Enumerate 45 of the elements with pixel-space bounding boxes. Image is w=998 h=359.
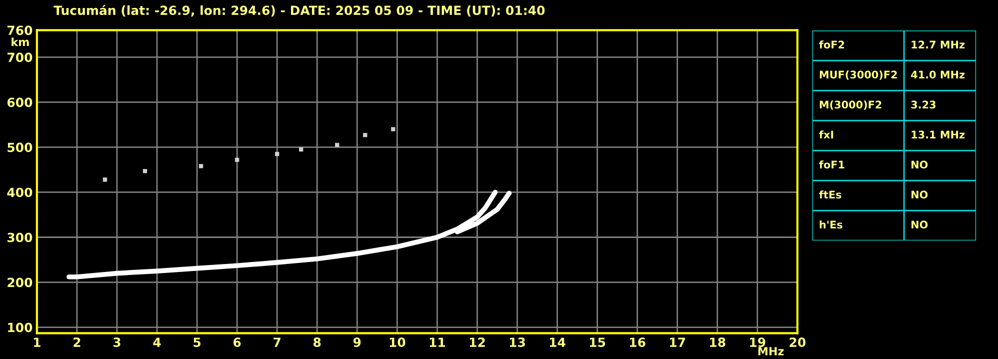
x-tick-label: 5 xyxy=(194,338,200,347)
x-tick-label: 18 xyxy=(710,338,726,347)
text: 12.7 MHz xyxy=(912,40,965,48)
x-tick-label: 11 xyxy=(430,338,446,347)
text: MUF(3000)F2 xyxy=(820,70,897,80)
y-tick-label: 200 xyxy=(8,278,32,288)
x-tick-label: 17 xyxy=(670,338,686,347)
text: fxI xyxy=(819,130,834,138)
x-tick-label: 3 xyxy=(113,338,120,347)
x-tick-label: 9 xyxy=(353,338,361,347)
x-tick-label: 8 xyxy=(314,338,321,347)
text: NO xyxy=(912,220,928,229)
y-tick-label: 100 xyxy=(8,322,32,332)
text: foF1 xyxy=(819,160,844,169)
y-tick-label: 700 xyxy=(8,52,32,62)
text: ftEs xyxy=(819,190,842,199)
y-tick-label: 600 xyxy=(7,98,32,108)
text: h'Es xyxy=(820,220,842,229)
text: 3.23 xyxy=(911,100,936,109)
x-tick-label: 14 xyxy=(550,338,566,347)
text: NO xyxy=(912,190,928,199)
y-tick-label: 500 xyxy=(8,142,32,152)
x-tick-label: 2 xyxy=(74,338,80,347)
y-tick-label: 400 xyxy=(7,188,32,198)
text: NO xyxy=(912,160,928,169)
x-tick-label: 4 xyxy=(153,338,161,347)
chart-title: Tucumán (lat: -26.9, lon: 294.6) - DATE: 2025 05 09 - TIME (UT): 01:40 xyxy=(54,4,545,17)
x-tick-label: 12 xyxy=(470,338,485,347)
y-tick-label: 300 xyxy=(8,232,32,242)
text: foF2 xyxy=(819,40,844,49)
text: 13.1 MHz xyxy=(912,130,965,139)
x-axis-title: MHz xyxy=(758,347,784,356)
y-tick-label: 760 xyxy=(8,26,32,36)
x-tick-label: 19 xyxy=(750,338,766,347)
x-tick-label: 13 xyxy=(510,338,525,347)
x-tick-label: 20 xyxy=(790,338,806,347)
x-tick-label: 16 xyxy=(630,338,646,347)
x-tick-label: 7 xyxy=(274,338,280,347)
x-tick-label: 6 xyxy=(233,338,241,347)
y-axis-title: km xyxy=(12,38,29,46)
x-tick-label: 1 xyxy=(34,338,40,347)
text: M(3000)F2 xyxy=(820,100,882,110)
x-tick-label: 10 xyxy=(390,338,406,347)
text: 41.0 MHz xyxy=(911,70,965,79)
x-tick-label: 15 xyxy=(590,338,606,347)
